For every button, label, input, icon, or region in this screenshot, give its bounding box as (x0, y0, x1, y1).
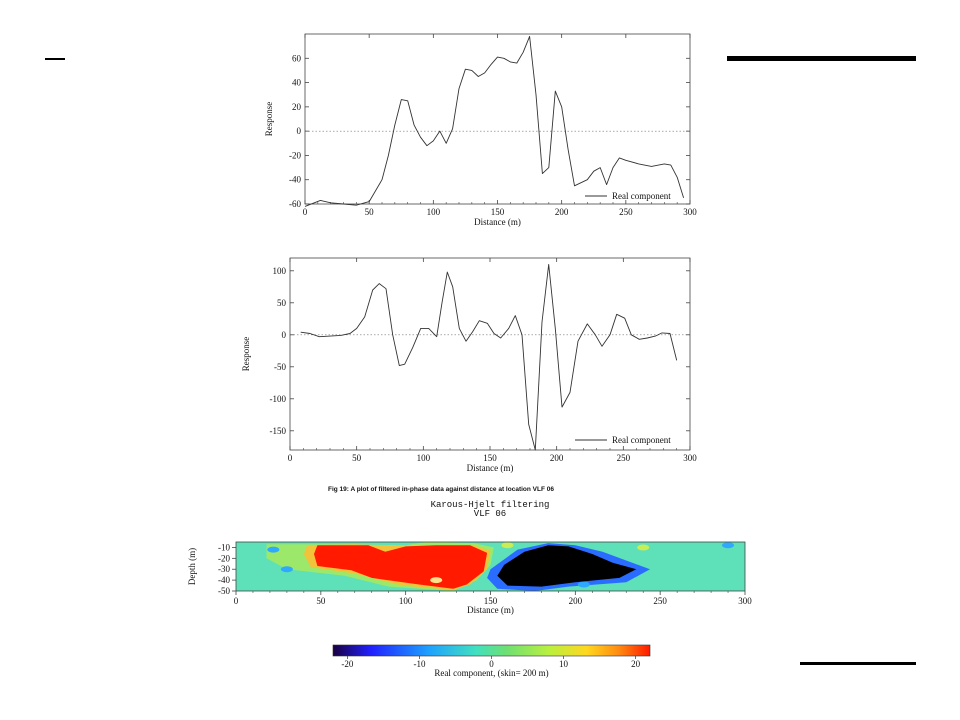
y-tick-label: -10 (218, 542, 230, 552)
x-tick-label: 150 (483, 453, 497, 463)
x-tick-label: 200 (569, 596, 583, 606)
colorbar-tick-label: -10 (413, 659, 425, 669)
colorbar-label: Real component, (skin= 200 m) (434, 668, 548, 678)
decor-rule-top-left (45, 58, 65, 60)
y-axis-label: Response (264, 102, 274, 137)
y-tick-label: 100 (273, 266, 287, 276)
x-tick-label: 200 (555, 207, 569, 217)
y-tick-label: 50 (277, 298, 287, 308)
x-tick-label: 50 (352, 453, 362, 463)
x-axis-label: Distance (m) (474, 217, 521, 227)
figure-caption: Fig 19: A plot of filtered in-phase data… (328, 486, 554, 493)
x-tick-label: 200 (550, 453, 564, 463)
line-chart-1: 0 50 100 150 200 250 300 -60 -40 -20 0 20 40 60 Distan… (264, 33, 697, 227)
y-tick-label: -50 (274, 362, 286, 372)
y-tick-label: -40 (289, 175, 301, 185)
heatmap-title-line2: VLF 06 (473, 509, 507, 519)
y-axis-label: Response (241, 337, 251, 372)
x-tick-label: 300 (683, 453, 697, 463)
x-tick-label: 50 (365, 207, 375, 217)
colorbar-tick-label: 20 (631, 659, 641, 669)
x-tick-label: 150 (484, 596, 498, 606)
decor-rule-bottom-right (800, 662, 916, 665)
y-tick-label: -20 (289, 150, 301, 160)
x-tick-label: 250 (617, 453, 631, 463)
y-tick-label: -150 (270, 426, 287, 436)
x-tick-label: 250 (619, 207, 633, 217)
x-axis-label: Distance (m) (467, 463, 514, 473)
x-tick-label: 100 (417, 453, 431, 463)
heatmap-patch (722, 542, 735, 549)
colorbar (332, 644, 651, 657)
x-tick-label: 100 (399, 596, 413, 606)
x-tick-label: 300 (738, 596, 752, 606)
x-tick-label: 0 (234, 596, 239, 606)
heatmap-patch (280, 566, 293, 573)
decor-rule-top-right (727, 56, 916, 61)
y-tick-label: -100 (270, 394, 287, 404)
colorbar-tick-label: -20 (341, 659, 353, 669)
y-tick-label: -50 (218, 586, 230, 596)
x-axis-label: Distance (m) (467, 605, 514, 615)
heatmap-patch (430, 577, 443, 584)
heatmap-title-line1: Karous-Hjelt filtering (430, 500, 550, 510)
series-line-1 (300, 263, 678, 451)
line-chart-2: 0 50 100 150 200 250 300 -150 -100 -50 0 50 100 Dista… (241, 257, 697, 473)
y-tick-label: 0 (282, 330, 287, 340)
colorbar-tick-label: 0 (489, 659, 494, 669)
x-tick-label: 250 (653, 596, 667, 606)
x-tick-label: 300 (683, 207, 697, 217)
series-line-1 (304, 35, 685, 207)
x-tick-label: 0 (303, 207, 308, 217)
anomaly-negative (497, 545, 637, 587)
x-tick-label: 0 (288, 453, 293, 463)
plot-frame (289, 257, 691, 451)
kh-heatmap: 0 50 100 150 200 250 300-10-20-30-40-50Distanc… (187, 541, 752, 678)
y-tick-label: -20 (218, 553, 230, 563)
y-tick-label: 40 (292, 78, 302, 88)
legend-label: Real component (612, 435, 671, 445)
y-tick-label: 20 (292, 102, 302, 112)
y-tick-label: -30 (218, 564, 230, 574)
plot-frame (304, 33, 691, 205)
y-tick-label: -60 (289, 199, 301, 209)
colorbar-tick-label: 10 (559, 659, 569, 669)
y-tick-label: -40 (218, 575, 230, 585)
heatmap-patch (637, 544, 650, 551)
y-axis-label: Depth (m) (187, 548, 197, 585)
anomaly-positive (314, 545, 488, 589)
y-tick-label: 0 (297, 126, 302, 136)
x-tick-label: 100 (427, 207, 441, 217)
heatmap-patch (501, 542, 514, 549)
heatmap-patch (577, 581, 590, 588)
y-tick-label: 60 (292, 53, 302, 63)
x-tick-label: 50 (316, 596, 326, 606)
legend-label: Real component (612, 191, 671, 201)
x-tick-label: 150 (491, 207, 505, 217)
heatmap-patch (267, 546, 280, 553)
